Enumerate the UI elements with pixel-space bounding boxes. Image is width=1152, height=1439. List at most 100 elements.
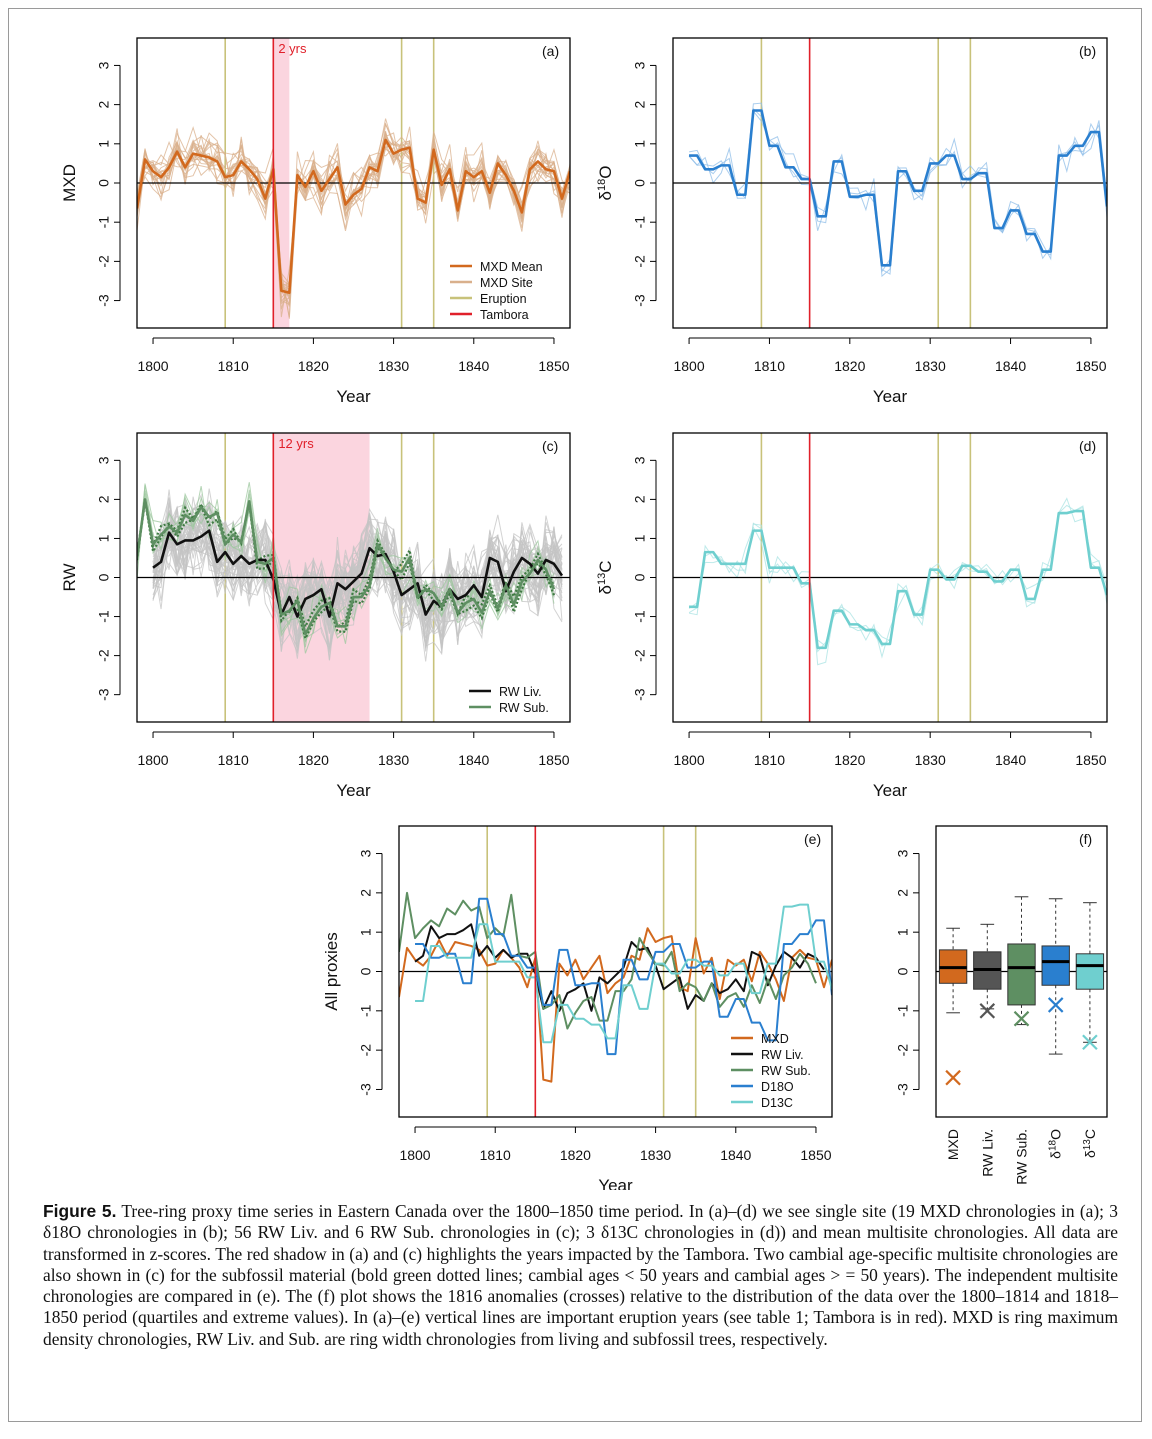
y-tick-label: -3 (632, 294, 648, 307)
x-axis-label: Year (598, 1176, 633, 1190)
legend-label: Eruption (480, 292, 527, 306)
legend-label: RW Liv. (761, 1048, 804, 1062)
box (1041, 945, 1070, 986)
x-tick-label: 1850 (538, 752, 569, 768)
shade-label: 12 yrs (278, 436, 314, 451)
x-tick-label: 1820 (298, 358, 329, 374)
y-tick-label: -1 (96, 610, 112, 623)
cambial-age-dotted-line (137, 498, 555, 642)
figure-caption: Figure 5. Tree-ring proxy time series in… (43, 1201, 1118, 1350)
legend-label: D18O (761, 1080, 794, 1094)
panel-label: (f) (1079, 831, 1092, 847)
panel-label: (e) (804, 831, 821, 847)
x-axis-label: Year (873, 781, 908, 800)
category-label: RW Sub. (1014, 1129, 1030, 1185)
site-chronology-line (152, 528, 563, 651)
x-tick-label: 1840 (995, 358, 1026, 374)
y-tick-label: 0 (632, 179, 648, 187)
figure-canvas: 2 yrs (a) -3 -2 -1 0 1 2 3 1800 1810 1820 1830 1840 18… (60, 37, 1108, 1190)
y-tick-label: 3 (632, 61, 648, 69)
x-tick-label: 1810 (754, 752, 785, 768)
legend-label: D13C (761, 1096, 793, 1110)
y-tick-label: -1 (358, 1004, 374, 1017)
series-line-rwliv (152, 529, 564, 618)
x-tick-label: 1820 (560, 1147, 591, 1163)
x-tick-label: 1830 (640, 1147, 671, 1163)
x-tick-label: 1810 (218, 358, 249, 374)
x-tick-label: 1840 (720, 1147, 751, 1163)
anomaly-1816-cross (1047, 997, 1064, 1013)
legend-label: RW Liv. (499, 685, 542, 699)
panel-b: (b) -3 -2 -1 0 1 2 3 1800 1810 1820 1830 1840 1850 Yea… (596, 37, 1108, 406)
series-line-mxdmean (137, 138, 570, 295)
y-axis-label: RW (60, 563, 79, 591)
x-tick-label: 1850 (800, 1147, 831, 1163)
panel-label: (d) (1079, 438, 1096, 454)
x-tick-label: 1850 (538, 358, 569, 374)
category-label: RW Liv. (979, 1129, 995, 1177)
x-tick-label: 1840 (458, 358, 489, 374)
y-tick-label: -3 (96, 294, 112, 307)
y-tick-label: 2 (96, 495, 112, 503)
series-line-18omean (689, 109, 1107, 267)
x-tick-label: 1820 (834, 358, 865, 374)
box (1075, 953, 1105, 990)
plot-area (137, 433, 570, 722)
x-tick-label: 1850 (1075, 358, 1106, 374)
y-tick-label: 3 (96, 61, 112, 69)
axes-box (398, 825, 833, 1118)
plot-area (137, 38, 570, 328)
x-tick-label: 1830 (915, 358, 946, 374)
site-chronology-line (152, 509, 563, 652)
y-tick-label: 3 (96, 456, 112, 464)
panel-c: 12 yrs (c) -3 -2 -1 0 1 2 3 1800 1810 1820 1830 1840 1… (60, 432, 571, 800)
axes-box (672, 432, 1108, 723)
y-tick-label: -3 (96, 688, 112, 701)
box (1007, 943, 1036, 1006)
plot-area (673, 433, 1107, 722)
legend-label: RW Sub. (499, 701, 549, 715)
y-tick-label: 2 (632, 495, 648, 503)
series-line-mxdmean (399, 927, 832, 1083)
y-tick-label: -2 (632, 255, 648, 268)
x-tick-label: 1840 (995, 752, 1026, 768)
y-tick-label: -2 (96, 649, 112, 662)
x-tick-label: 1800 (673, 752, 704, 768)
category-label: MXD (945, 1129, 961, 1160)
panel-a: 2 yrs (a) -3 -2 -1 0 1 2 3 1800 1810 1820 1830 1840 18… (60, 37, 571, 406)
plot-area (673, 38, 1107, 328)
anomaly-1816-cross (1013, 1010, 1030, 1027)
legend-label: RW Sub. (761, 1064, 811, 1078)
site-chronology-line (152, 504, 563, 648)
series-line-13cmean (689, 509, 1107, 650)
legend: MXD RW Liv. RW Sub. D18O D13C (731, 1032, 811, 1110)
x-tick-label: 1800 (399, 1147, 430, 1163)
site-chronology-line (688, 497, 1107, 666)
anomaly-1816-cross (945, 1069, 961, 1086)
y-tick-label: 1 (96, 534, 112, 542)
y-tick-label: 3 (895, 849, 911, 857)
y-tick-label: -2 (96, 255, 112, 268)
x-tick-label: 1810 (218, 752, 249, 768)
y-tick-label: -3 (632, 688, 648, 701)
legend: MXD Mean MXD Site Eruption Tambora (450, 260, 543, 322)
y-tick-label: 2 (96, 101, 112, 109)
x-axis-label: Year (873, 387, 908, 406)
axes-box (672, 37, 1108, 329)
site-chronology-line (137, 122, 570, 307)
x-axis-label: Year (336, 781, 371, 800)
x-tick-label: 1820 (834, 752, 865, 768)
category-label: δ13C (1082, 1129, 1098, 1158)
site-chronology-line (137, 484, 555, 640)
y-tick-label: -1 (96, 216, 112, 229)
y-axis-label: All proxies (322, 932, 341, 1010)
x-tick-label: 1850 (1075, 752, 1106, 768)
legend: RW Liv. RW Sub. (469, 685, 549, 715)
axes-box (136, 37, 571, 329)
y-tick-label: -1 (632, 216, 648, 229)
y-tick-label: 1 (96, 140, 112, 148)
y-tick-label: -2 (632, 649, 648, 662)
x-tick-label: 1800 (673, 358, 704, 374)
series-line-18omean (415, 897, 832, 1056)
site-chronology-line (688, 102, 1107, 278)
